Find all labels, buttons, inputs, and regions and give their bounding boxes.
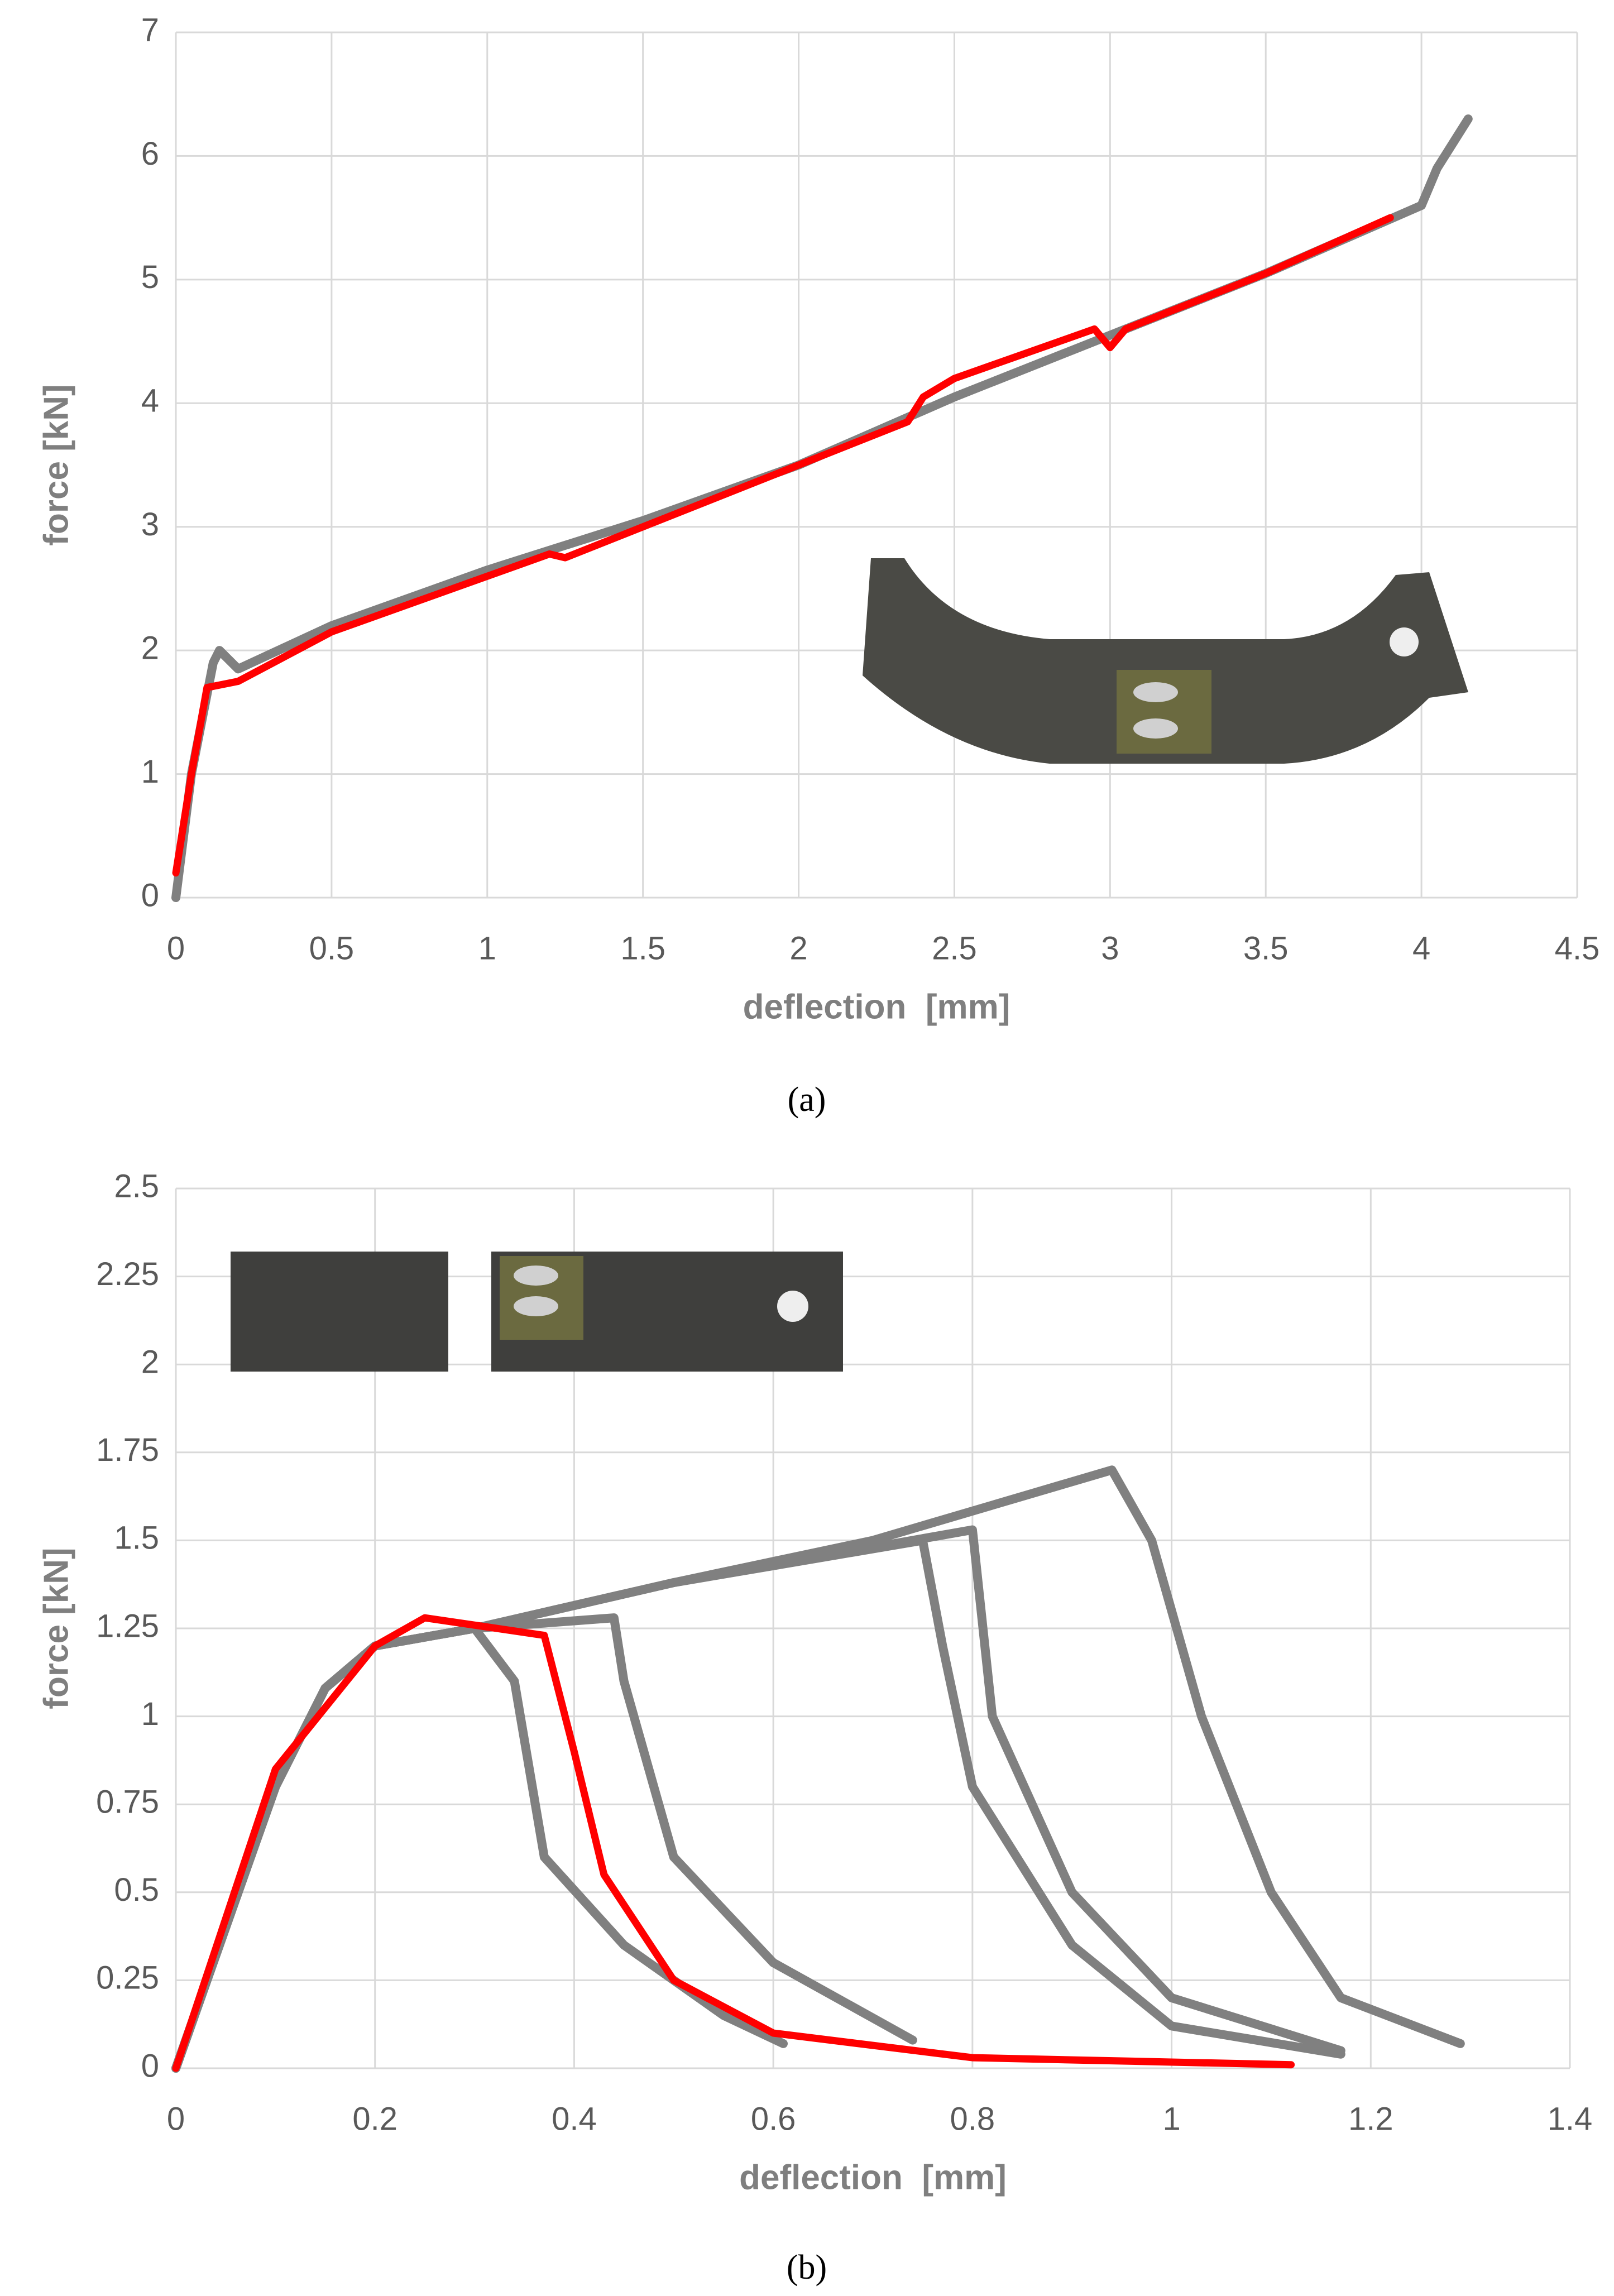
strain-gauge bbox=[1117, 670, 1211, 754]
y-tick-label: 0 bbox=[141, 877, 159, 913]
specimen-piece bbox=[231, 1252, 448, 1372]
x-tick-label: 2.5 bbox=[932, 930, 977, 966]
data-line bbox=[172, 1614, 1295, 2072]
x-tick-label: 4.5 bbox=[1555, 930, 1600, 966]
x-tick-label: 1 bbox=[1162, 2101, 1180, 2137]
x-tick-label: 3.5 bbox=[1243, 930, 1289, 966]
x-tick-label: 0.6 bbox=[751, 2101, 796, 2137]
solder bbox=[514, 1266, 558, 1286]
solder bbox=[1133, 718, 1178, 739]
y-tick-label: 1.75 bbox=[96, 1432, 159, 1468]
y-tick-label: 2.25 bbox=[96, 1256, 159, 1292]
y-tick-label: 0.25 bbox=[96, 1960, 159, 1996]
data-line bbox=[171, 114, 1473, 902]
y-axis-title: force [kN] bbox=[37, 1547, 75, 1709]
y-tick-label: 2.5 bbox=[114, 1168, 159, 1204]
x-tick-label: 1 bbox=[478, 930, 496, 966]
y-tick-label: 1.5 bbox=[114, 1520, 159, 1556]
y-tick-label: 0.5 bbox=[114, 1872, 159, 1908]
solder bbox=[514, 1296, 558, 1316]
x-axis-title: deflection [mm] bbox=[739, 2158, 1007, 2197]
solder bbox=[1133, 682, 1178, 702]
y-tick-label: 0 bbox=[141, 2048, 159, 2084]
y-tick-label: 3 bbox=[141, 506, 159, 543]
caption: (b) bbox=[787, 2249, 827, 2287]
y-tick-label: 6 bbox=[141, 136, 159, 172]
caption: (a) bbox=[788, 1081, 826, 1119]
x-tick-label: 3 bbox=[1101, 930, 1119, 966]
x-tick-label: 0.4 bbox=[552, 2101, 597, 2137]
x-tick-label: 0 bbox=[167, 2101, 185, 2137]
hole bbox=[777, 1291, 808, 1322]
y-tick-label: 5 bbox=[141, 259, 159, 295]
y-axis-title: force [kN] bbox=[37, 384, 75, 545]
x-tick-label: 0.2 bbox=[352, 2101, 397, 2137]
x-tick-label: 4 bbox=[1412, 930, 1430, 966]
y-tick-label: 1 bbox=[141, 1696, 159, 1732]
y-tick-label: 1 bbox=[141, 754, 159, 790]
y-tick-label: 2 bbox=[141, 1344, 159, 1381]
specimen bbox=[863, 558, 1468, 764]
x-tick-label: 1.5 bbox=[620, 930, 665, 966]
x-tick-label: 0.5 bbox=[309, 930, 355, 966]
y-tick-label: 2 bbox=[141, 630, 159, 666]
x-tick-label: 2 bbox=[789, 930, 807, 966]
hole bbox=[1390, 627, 1419, 656]
specimen-photo-bent bbox=[863, 558, 1468, 764]
specimen-photo-broken bbox=[231, 1252, 843, 1372]
data-line bbox=[171, 1624, 788, 2073]
x-tick-label: 1.2 bbox=[1348, 2101, 1393, 2137]
x-tick-label: 0 bbox=[167, 930, 185, 966]
x-axis-title: deflection [mm] bbox=[743, 988, 1010, 1026]
y-tick-label: 1.25 bbox=[96, 1608, 159, 1644]
y-tick-label: 7 bbox=[141, 12, 159, 48]
data-line bbox=[171, 1525, 1345, 2073]
x-tick-label: 1.4 bbox=[1548, 2101, 1593, 2137]
y-tick-label: 0.75 bbox=[96, 1784, 159, 1820]
y-tick-label: 4 bbox=[141, 383, 159, 419]
x-tick-label: 0.8 bbox=[950, 2101, 995, 2137]
data-line bbox=[171, 1465, 1465, 2073]
data-line bbox=[172, 214, 1394, 877]
